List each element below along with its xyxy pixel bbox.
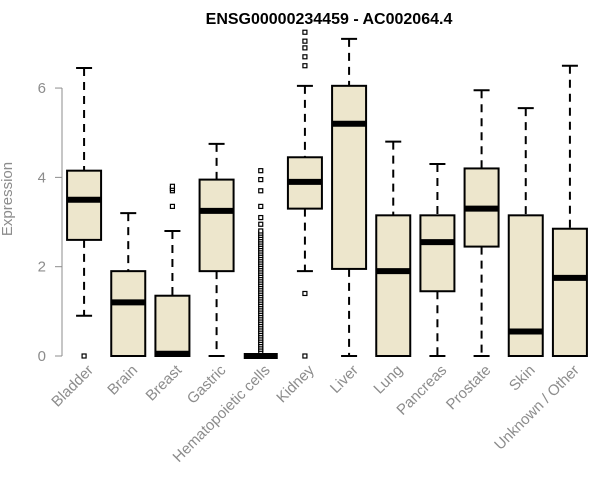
box-4-outlier-56 xyxy=(258,214,264,221)
box-7-iqr xyxy=(375,214,412,357)
y-tick-label-0: 0 xyxy=(38,348,46,365)
x-tick-label-9: Prostate xyxy=(443,362,495,414)
box-4-outlier-55 xyxy=(258,221,264,227)
x-tick-label-10: Skin xyxy=(506,362,539,395)
y-tick-label-2: 4 xyxy=(38,169,46,186)
box-3-iqr xyxy=(198,178,235,273)
box-4-outlier-59 xyxy=(258,177,264,183)
box-3 xyxy=(198,142,235,357)
box-5-outlier-0 xyxy=(302,353,308,359)
x-tick-label-6: Liver xyxy=(327,362,362,397)
x-tick-label-0: Bladder xyxy=(48,362,97,411)
y-axis-label: Expression xyxy=(0,162,16,236)
box-0 xyxy=(66,66,103,359)
box-5-outlier-1 xyxy=(302,290,308,297)
box-4-outlier-54 xyxy=(258,228,264,234)
box-6-iqr xyxy=(331,84,368,270)
box-5-outlier-2 xyxy=(302,63,308,69)
box-8-iqr xyxy=(419,214,456,293)
y-tick-label-1: 2 xyxy=(38,259,46,276)
box-11-iqr xyxy=(551,227,588,357)
x-tick-label-2: Breast xyxy=(143,361,186,404)
y-tick-label-3: 6 xyxy=(38,80,46,97)
boxplot-series xyxy=(66,29,588,359)
box-10-iqr xyxy=(507,214,544,357)
box-1-iqr xyxy=(110,270,147,358)
x-tick-label-5: Kidney xyxy=(273,361,318,406)
x-tick-label-11: Unknown / Other xyxy=(491,362,583,454)
box-5-outlier-3 xyxy=(302,54,308,60)
y-axis: 0 2 4 6 xyxy=(38,80,63,365)
box-4-outlier-58 xyxy=(258,188,264,194)
box-2-iqr xyxy=(154,294,191,358)
box-8 xyxy=(419,162,456,357)
box-10 xyxy=(507,107,544,357)
box-5-outlier-5 xyxy=(302,38,308,44)
box-7 xyxy=(375,140,412,357)
box-5 xyxy=(286,29,323,359)
box-0-iqr xyxy=(66,169,103,241)
box-4-outlier-60 xyxy=(258,168,264,174)
box-4 xyxy=(243,168,278,359)
x-tick-label-7: Lung xyxy=(370,362,406,398)
box-9 xyxy=(463,89,500,357)
box-6 xyxy=(331,37,368,357)
box-4-outlier-57 xyxy=(258,203,264,209)
x-tick-label-1: Brain xyxy=(104,362,141,399)
chart-title: ENSG00000234459 - AC002064.4 xyxy=(206,11,453,28)
box-0-outlier-0 xyxy=(81,353,87,359)
box-11 xyxy=(551,64,588,357)
box-2 xyxy=(154,183,191,358)
box-2-outlier-0 xyxy=(169,203,176,209)
box-5-outlier-4 xyxy=(302,45,308,51)
box-2-outlier-3 xyxy=(169,183,176,189)
box-1 xyxy=(110,212,147,358)
box-5-outlier-6 xyxy=(302,29,308,35)
